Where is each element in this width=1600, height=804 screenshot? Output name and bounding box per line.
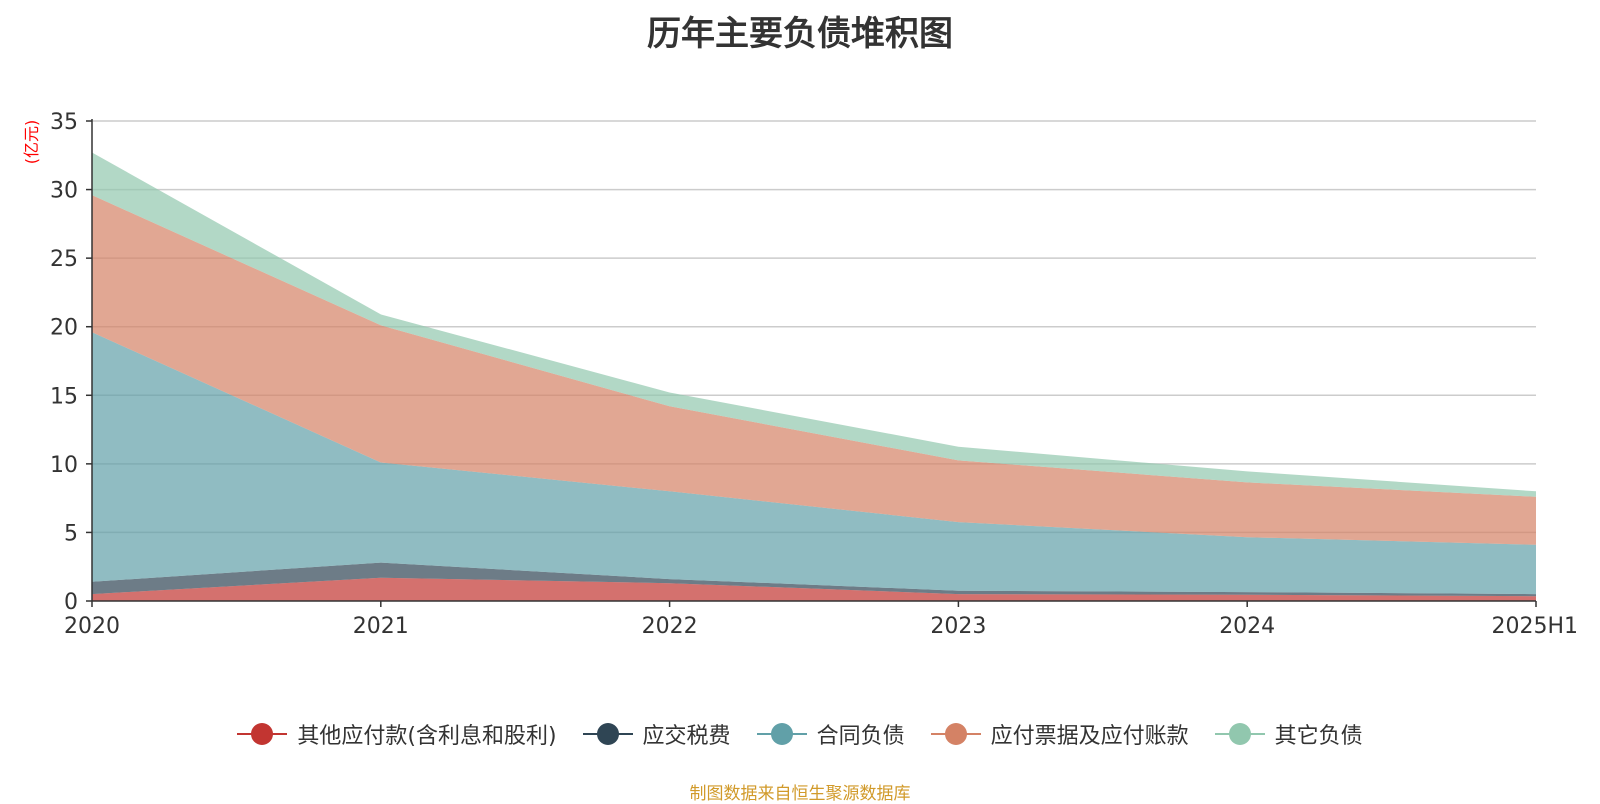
x-tick-label: 2023 [930,614,986,639]
legend-swatch [582,721,633,747]
legend-swatch [237,721,288,747]
y-tick-label: 5 [64,521,78,546]
area-series-4 [92,152,1536,497]
y-tick-label: 35 [50,110,78,135]
legend-item-4[interactable]: 其它负债 [1214,718,1363,750]
y-tick-label: 20 [50,316,78,341]
legend-label: 其它负债 [1274,724,1363,749]
x-tick-label: 2021 [353,614,409,639]
x-tick-label: 2025H1 [1491,614,1578,639]
legend-swatch [1214,721,1265,747]
y-tick-label: 0 [64,590,78,615]
legend-item-2[interactable]: 合同负债 [756,718,905,750]
legend-label: 应付票据及应付账款 [990,724,1189,749]
legend: 其他应付款(含利息和股利) 应交税费 合同负债 应付票据及应付账款 其它负债 [0,718,1600,750]
area-series-1 [92,562,1536,597]
legend-swatch [756,721,807,747]
legend-label: 应交税费 [642,724,731,749]
x-tick-label: 2020 [64,614,120,639]
axes: 0 5 10 15 20 25 30 35 2020 2021 2022 2023 2024 2025H1 [50,110,1578,639]
x-tick-label: 2024 [1219,614,1275,639]
stacked-areas [92,152,1536,601]
x-tick-label: 2022 [642,614,698,639]
chart-title: 历年主要负债堆积图 [647,14,953,54]
legend-swatch [930,721,981,747]
y-tick-label: 15 [50,384,78,409]
legend-item-1[interactable]: 应交税费 [582,718,731,750]
area-series-2 [92,332,1536,595]
legend-label: 其他应付款(含利息和股利) [297,724,557,749]
area-series-0 [92,577,1536,601]
y-tick-label: 10 [50,453,78,478]
y-tick-label: 25 [50,247,78,272]
area-series-3 [92,195,1536,545]
legend-item-0[interactable]: 其他应付款(含利息和股利) [237,718,557,750]
legend-item-3[interactable]: 应付票据及应付账款 [930,718,1189,750]
legend-label: 合同负债 [816,724,905,749]
y-axis-unit-label: (亿元) [22,120,41,165]
y-tick-label: 30 [50,179,78,204]
source-note: 制图数据来自恒生聚源数据库 [689,784,911,804]
